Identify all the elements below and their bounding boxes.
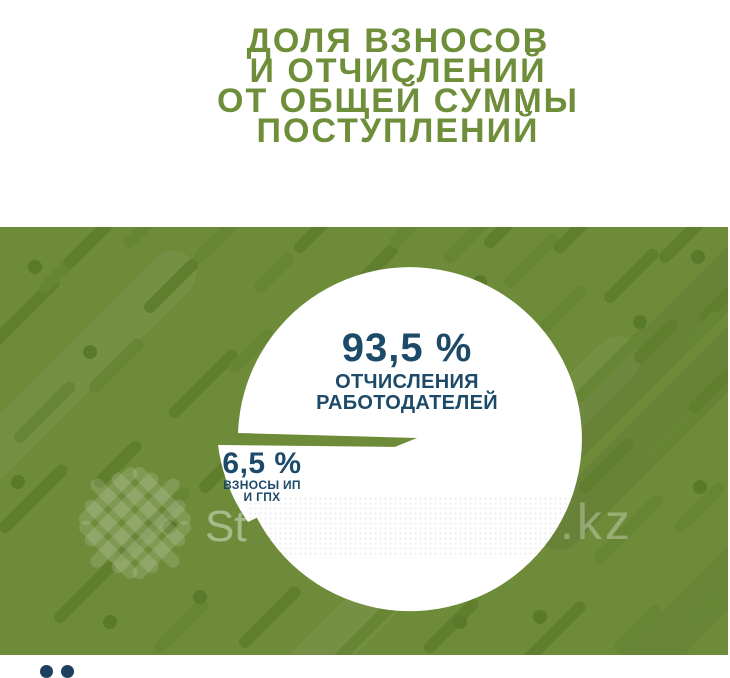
label-employers: 93,5 % ОТЧИСЛЕНИЯ РАБОТОДАТЕЛЕЙ (289, 328, 525, 414)
ip-gph-caption: ВЗНОСЫ ИП И ГПХ (202, 479, 322, 503)
cutoff-shape-icon (40, 665, 53, 678)
label-ip-gph: 6,5 % ВЗНОСЫ ИП И ГПХ (202, 447, 322, 504)
cutoff-shape-icon (61, 665, 74, 678)
ip-gph-value: 6,5 % (222, 447, 302, 480)
title-line-1: ДОЛЯ ВЗНОСОВ (246, 22, 550, 60)
watermark-text-left: St (205, 502, 247, 551)
pie-chart (218, 267, 582, 612)
watermark-flower-icon (79, 467, 191, 579)
ip-gph-caption-line-2: И ГПХ (202, 491, 322, 503)
employers-caption: ОТЧИСЛЕНИЯ РАБОТОДАТЕЛЕЙ (289, 372, 525, 414)
pie-slice-ip-gph (218, 445, 402, 522)
watermark-texture-band (248, 496, 578, 558)
employers-value: 93,5 % (341, 326, 473, 370)
employers-caption-line-2: РАБОТОДАТЕЛЕЙ (316, 392, 498, 414)
employers-caption-line-1: ОТЧИСЛЕНИЯ (335, 371, 479, 393)
ip-gph-caption-line-1: ВЗНОСЫ ИП (223, 478, 301, 492)
chart-panel: 93,5 % ОТЧИСЛЕНИЯ РАБОТОДАТЕЛЕЙ 6,5 % ВЗ… (0, 227, 728, 655)
background-pattern (0, 227, 728, 655)
title-line-4: ПОСТУПЛЕНИЙ (256, 112, 540, 150)
infographic-title: ДОЛЯ ВЗНОСОВ И ОТЧИСЛЕНИЙ ОТ ОБЩЕЙ СУММЫ… (0, 22, 730, 150)
watermark-text-right: .kz (560, 494, 633, 550)
pie-slice-employers (238, 267, 582, 612)
title-line-2: И ОТЧИСЛЕНИЙ (249, 52, 547, 90)
title-line-3: ОТ ОБЩЕЙ СУММЫ (217, 82, 579, 120)
